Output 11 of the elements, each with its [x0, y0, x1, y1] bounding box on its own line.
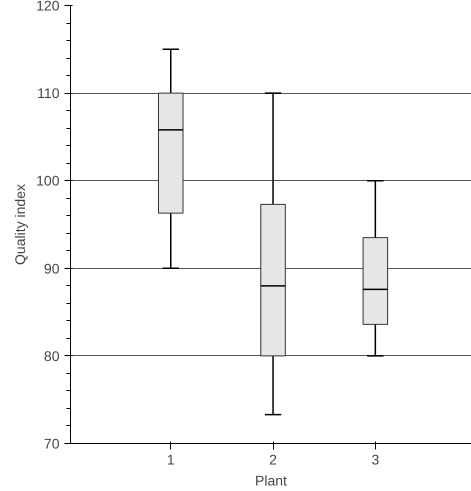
y-tick-label: 70: [44, 436, 60, 452]
y-tick-label: 100: [36, 172, 60, 189]
y-tick-label: 80: [44, 348, 60, 364]
y-tick-label: 120: [36, 0, 60, 14]
y-axis-title: Quality index: [12, 184, 28, 265]
y-tick-label: 110: [37, 85, 60, 102]
x-tick-label: 1: [166, 452, 175, 468]
x-tick-label: 3: [371, 452, 380, 468]
x-tick-label: 2: [269, 452, 278, 468]
x-axis-title: Plant: [255, 472, 288, 488]
y-tick-label: 90: [44, 260, 60, 276]
